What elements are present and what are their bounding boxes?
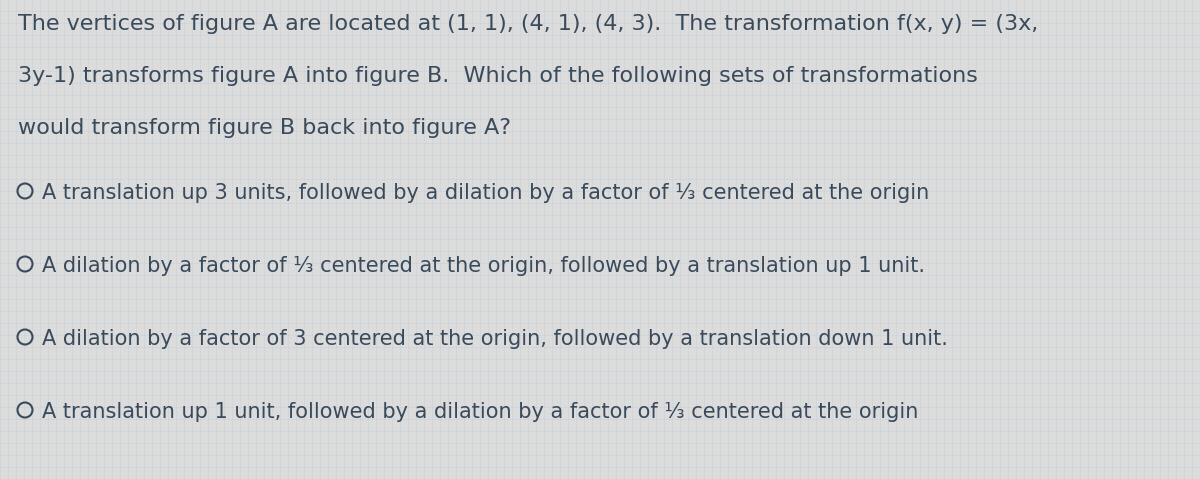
Text: A translation up 3 units, followed by a dilation by a factor of ⅓ centered at th: A translation up 3 units, followed by a … xyxy=(42,183,930,203)
Text: The vertices of figure A are located at (1, 1), (4, 1), (4, 3).  The transformat: The vertices of figure A are located at … xyxy=(18,14,1038,34)
Text: A dilation by a factor of 3 centered at the origin, followed by a translation do: A dilation by a factor of 3 centered at … xyxy=(42,329,948,349)
Text: would transform figure B back into figure A?: would transform figure B back into figur… xyxy=(18,118,511,138)
Text: 3y-1) transforms figure A into figure B.  Which of the following sets of transfo: 3y-1) transforms figure A into figure B.… xyxy=(18,66,978,86)
Text: A dilation by a factor of ⅓ centered at the origin, followed by a translation up: A dilation by a factor of ⅓ centered at … xyxy=(42,256,925,276)
Text: A translation up 1 unit, followed by a dilation by a factor of ⅓ centered at the: A translation up 1 unit, followed by a d… xyxy=(42,402,919,422)
